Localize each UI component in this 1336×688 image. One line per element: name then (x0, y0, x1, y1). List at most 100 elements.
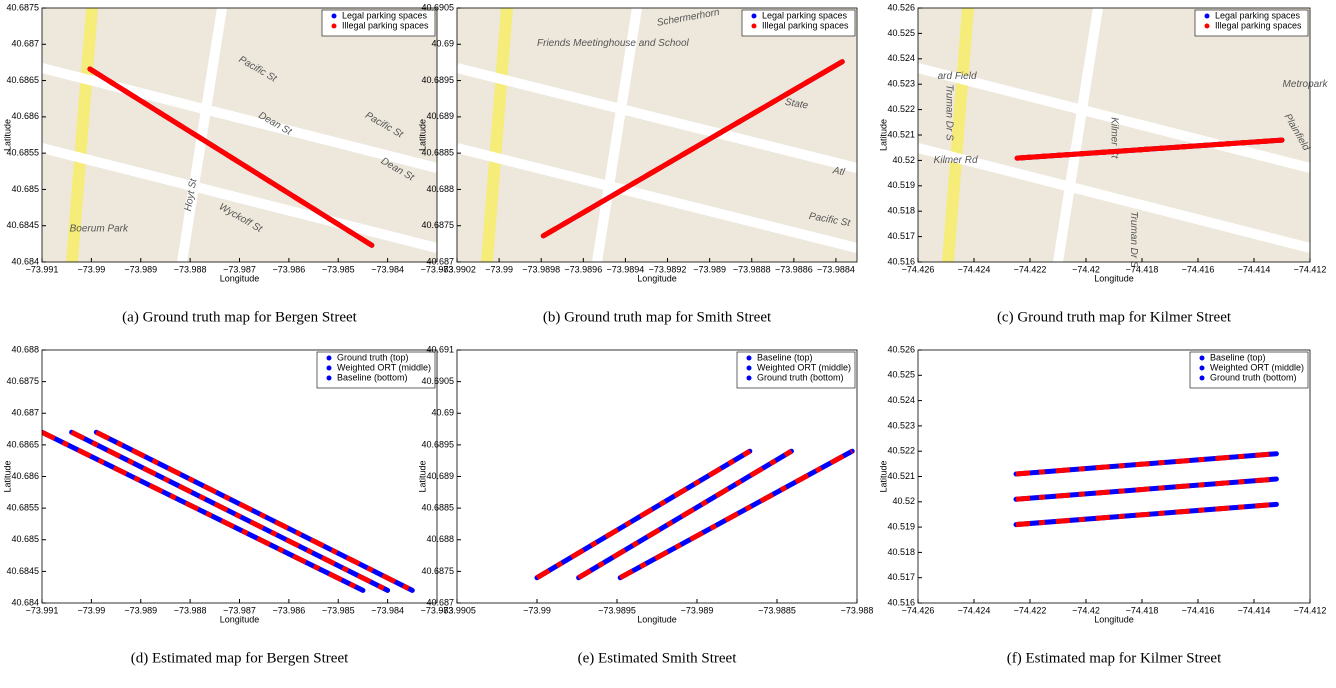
x-tick-label: −73.9895 (598, 605, 636, 615)
legend-label: Weighted ORT (middle) (337, 362, 431, 372)
y-tick-label: 40.6845 (6, 220, 39, 230)
y-tick-label: 40.684 (11, 597, 39, 607)
y-tick-label: 40.6855 (6, 503, 39, 513)
legend-label: Legal parking spaces (762, 10, 848, 20)
x-tick-label: −73.9885 (758, 605, 796, 615)
caption: (b) Ground truth map for Smith Street (543, 309, 772, 325)
y-tick-label: 40.6895 (421, 75, 454, 85)
legend-marker (1205, 24, 1210, 29)
x-tick-label: −73.989 (124, 264, 157, 274)
legend: Ground truth (top)Weighted ORT (middle)B… (317, 352, 435, 388)
y-tick-label: 40.517 (887, 572, 915, 582)
legend-marker (747, 366, 752, 371)
y-tick-label: 40.52 (892, 496, 915, 506)
legend-marker (752, 24, 757, 29)
y-tick-label: 40.6895 (421, 439, 454, 449)
y-tick-label: 40.6845 (6, 566, 39, 576)
y-tick-label: 40.686 (11, 471, 39, 481)
x-tick-label: −73.9898 (522, 264, 560, 274)
map-label: Friends Meetinghouse and School (537, 38, 690, 49)
legend-label: Legal parking spaces (342, 10, 428, 20)
x-tick-label: −73.99 (77, 605, 105, 615)
legend-label: Illegal parking spaces (342, 20, 429, 30)
x-tick-label: −73.986 (272, 264, 305, 274)
caption: (a) Ground truth map for Bergen Street (122, 309, 357, 325)
y-tick-label: 40.521 (887, 129, 915, 139)
map-label: ard Field (938, 71, 977, 82)
legend: Baseline (top)Weighted ORT (middle)Groun… (737, 352, 855, 388)
chart-panel: −74.426−74.424−74.422−74.42−74.418−74.41… (878, 344, 1326, 666)
legend-marker (332, 24, 337, 29)
y-tick-label: 40.6865 (6, 439, 39, 449)
y-tick-label: 40.69 (431, 408, 454, 418)
x-axis-label: Longitude (1094, 273, 1134, 283)
x-tick-label: −74.414 (1238, 264, 1271, 274)
y-tick-label: 40.6875 (421, 566, 454, 576)
legend-label: Weighted ORT (middle) (757, 362, 851, 372)
legend-label: Illegal parking spaces (762, 20, 849, 30)
caption: (c) Ground truth map for Kilmer Street (997, 309, 1232, 325)
x-tick-label: −73.988 (174, 605, 207, 615)
x-tick-label: −73.988 (841, 605, 874, 615)
map-label: Truman Dr S (944, 84, 955, 141)
y-tick-label: 40.6905 (421, 2, 454, 12)
legend: Legal parking spacesIllegal parking spac… (1195, 10, 1308, 36)
x-tick-label: −74.424 (958, 605, 991, 615)
x-tick-label: −73.988 (174, 264, 207, 274)
y-tick-label: 40.6905 (421, 376, 454, 386)
y-tick-label: 40.518 (887, 206, 915, 216)
y-axis-label: Latitude (2, 119, 12, 151)
x-tick-label: −74.422 (1014, 264, 1047, 274)
x-tick-label: −73.9886 (775, 264, 813, 274)
legend-label: Ground truth (bottom) (757, 372, 844, 382)
y-tick-label: 40.689 (426, 111, 454, 121)
legend-label: Baseline (top) (1210, 352, 1266, 362)
caption: (d) Estimated map for Bergen Street (131, 650, 349, 666)
chart-panel: −73.991−73.99−73.989−73.988−73.987−73.98… (2, 344, 453, 666)
y-tick-label: 40.688 (426, 534, 454, 544)
y-tick-label: 40.516 (887, 256, 915, 266)
legend-label: Ground truth (top) (337, 352, 409, 362)
map-label: Boerum Park (70, 224, 129, 235)
x-tick-label: −73.985 (322, 605, 355, 615)
chart-panel: −73.9905−73.99−73.9895−73.989−73.9885−73… (417, 344, 873, 666)
y-tick-label: 40.52 (892, 155, 915, 165)
legend-marker (327, 366, 332, 371)
y-axis-label: Latitude (878, 119, 888, 151)
legend-marker (752, 14, 757, 19)
y-axis-label: Latitude (878, 460, 888, 492)
y-tick-label: 40.69 (431, 39, 454, 49)
y-tick-label: 40.518 (887, 547, 915, 557)
y-tick-label: 40.524 (887, 395, 915, 405)
map-label: Truman Dr S (1128, 211, 1139, 268)
legend-label: Weighted ORT (middle) (1210, 362, 1304, 372)
y-tick-label: 40.524 (887, 53, 915, 63)
x-tick-label: −73.99 (77, 264, 105, 274)
legend-marker (327, 376, 332, 381)
map-label: Kilmer Rd (934, 155, 978, 166)
legend-label: Ground truth (bottom) (1210, 372, 1297, 382)
x-tick-label: −73.9888 (733, 264, 771, 274)
y-tick-label: 40.691 (426, 344, 454, 354)
y-tick-label: 40.6885 (421, 503, 454, 513)
y-tick-label: 40.516 (887, 597, 915, 607)
caption: (e) Estimated Smith Street (578, 650, 738, 666)
legend-marker (747, 376, 752, 381)
chart-panel: SchermerhornFriends Meetinghouse and Sch… (417, 2, 857, 325)
y-tick-label: 40.685 (11, 184, 39, 194)
x-tick-label: −73.9896 (564, 264, 602, 274)
y-tick-label: 40.525 (887, 28, 915, 38)
map-label: Metropark (1283, 79, 1329, 90)
y-tick-label: 40.688 (426, 184, 454, 194)
legend: Legal parking spacesIllegal parking spac… (322, 10, 435, 36)
x-tick-label: −74.416 (1182, 605, 1215, 615)
legend-marker (1205, 14, 1210, 19)
x-tick-label: −73.989 (124, 605, 157, 615)
y-tick-label: 40.519 (887, 521, 915, 531)
y-axis-label: Latitude (417, 119, 427, 151)
y-tick-label: 40.6865 (6, 75, 39, 85)
x-tick-label: −73.984 (371, 264, 404, 274)
x-tick-label: −73.989 (693, 264, 726, 274)
x-axis-label: Longitude (637, 273, 677, 283)
